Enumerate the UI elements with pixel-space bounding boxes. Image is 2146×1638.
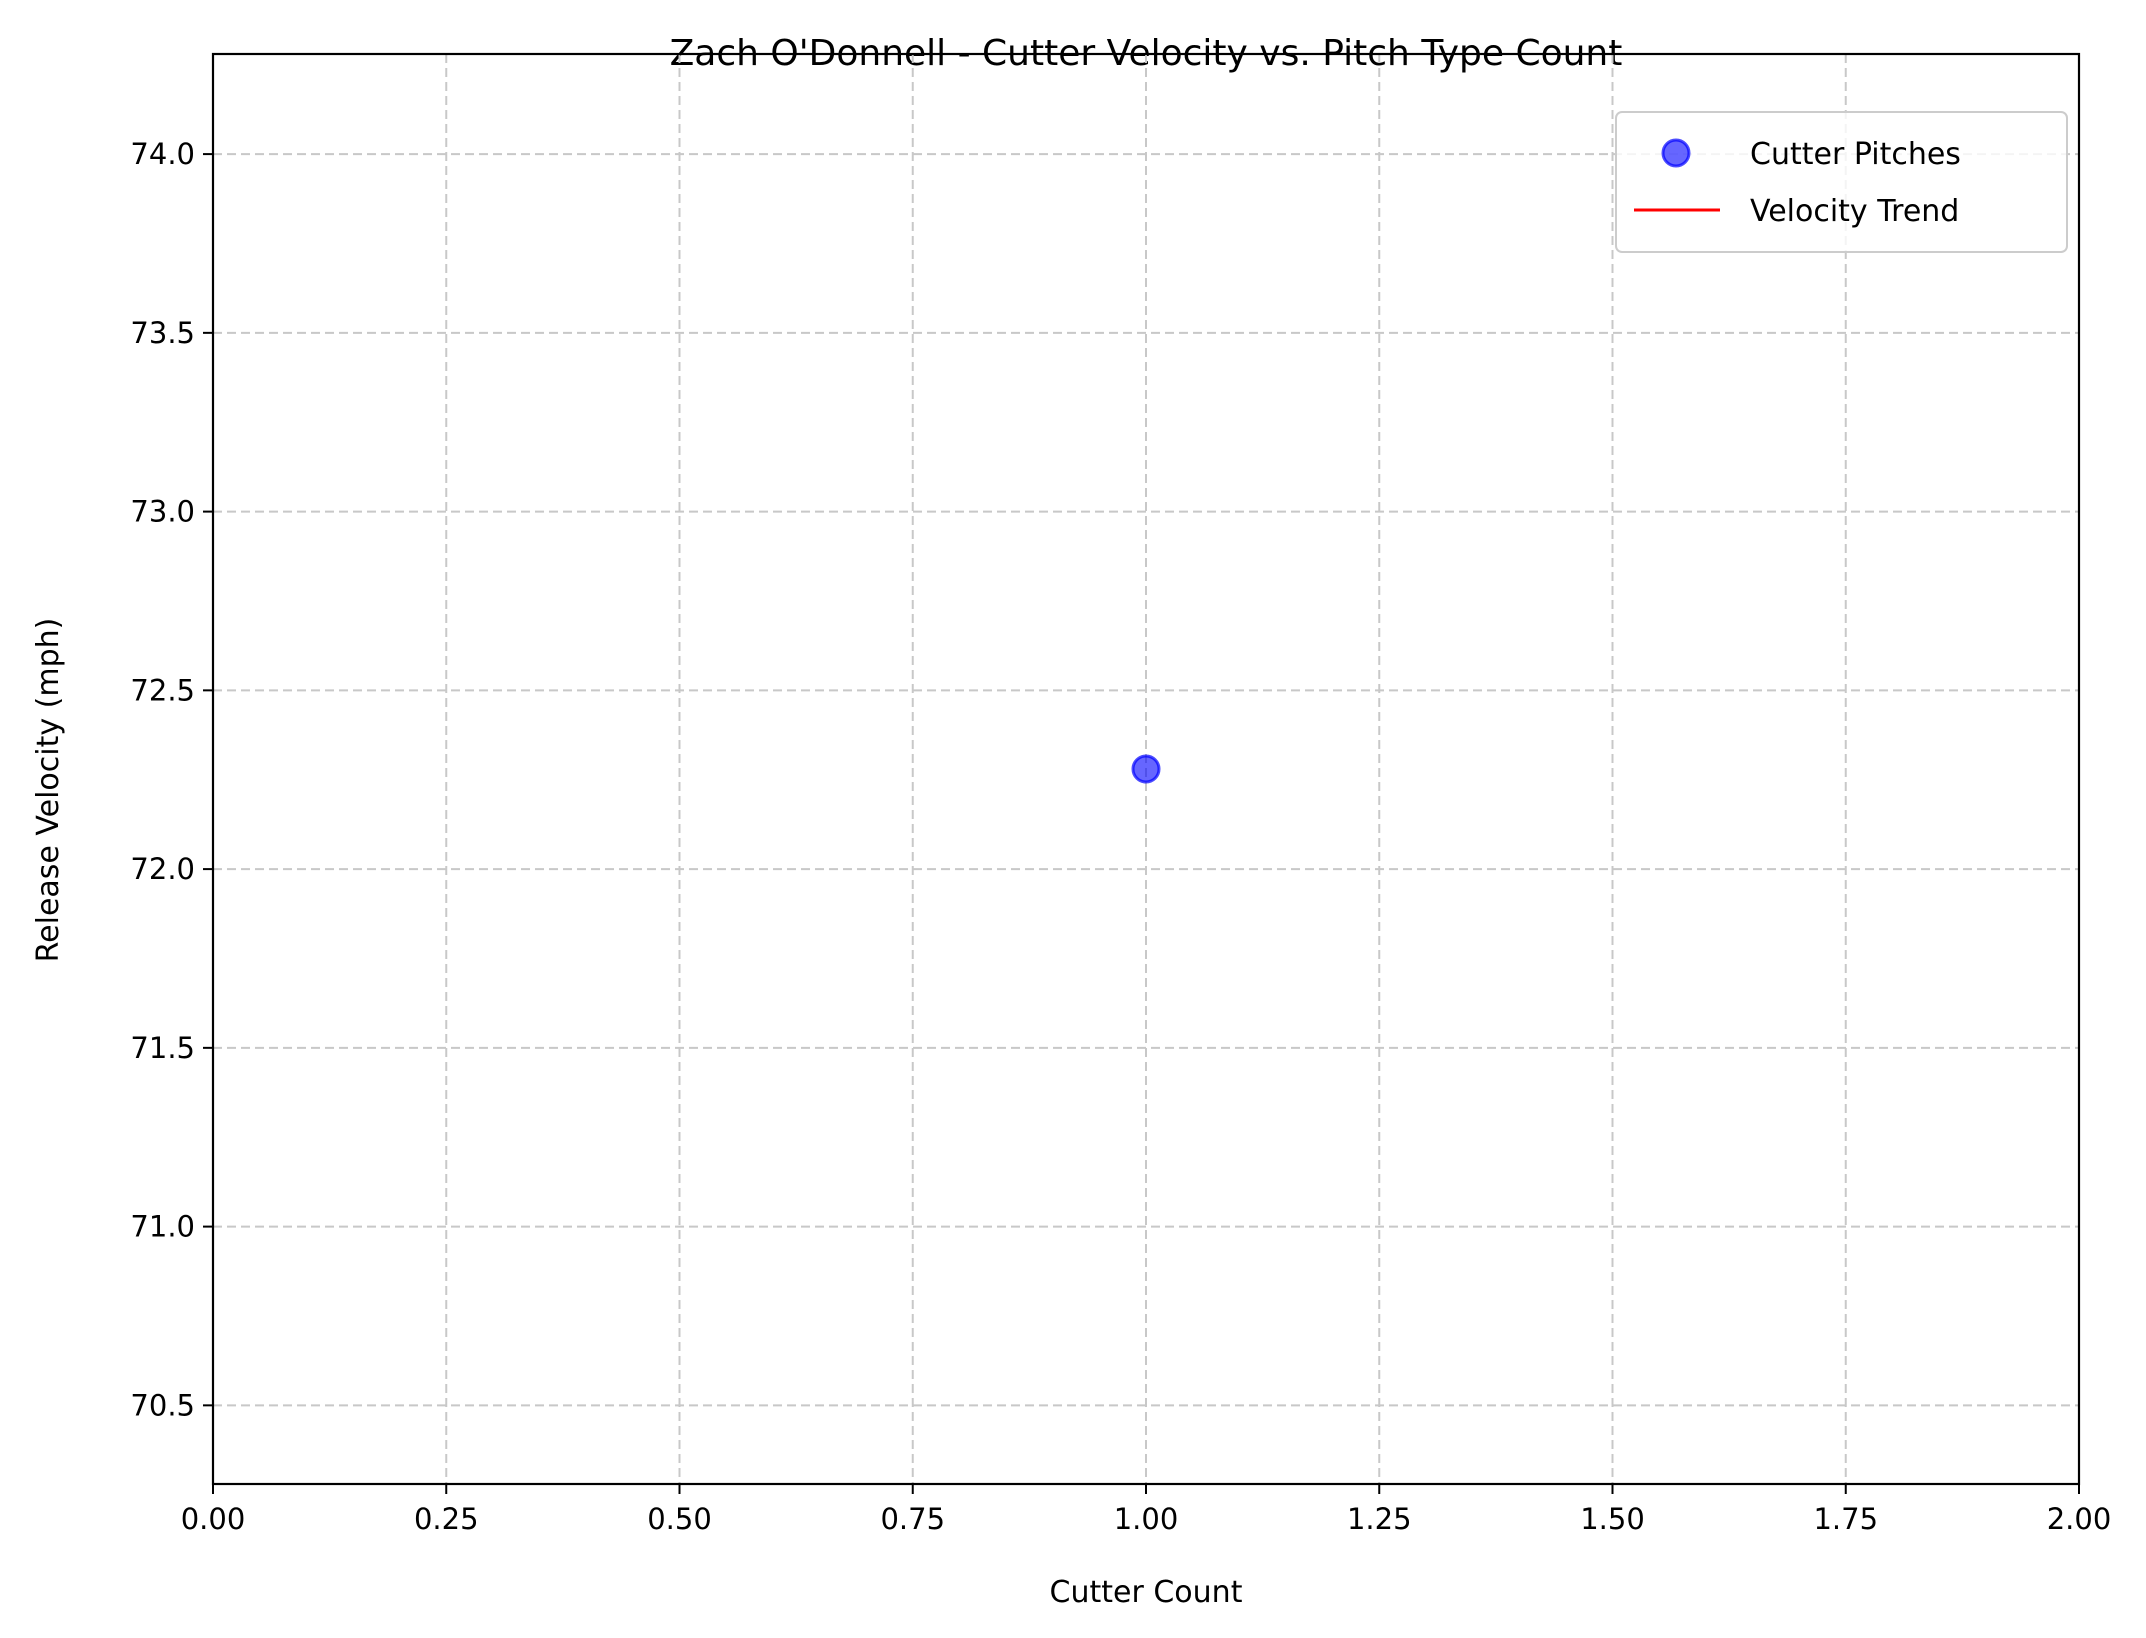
x-tick-label: 1.00 <box>1114 1502 1179 1536</box>
x-axis-label: Cutter Count <box>1050 1575 1243 1610</box>
y-axis-label: Release Velocity (mph) <box>31 618 66 963</box>
x-tick-label: 1.25 <box>1347 1502 1412 1536</box>
legend-label: Velocity Trend <box>1750 194 1959 229</box>
y-tick-label: 72.0 <box>130 852 195 886</box>
y-tick-label: 73.0 <box>130 495 195 529</box>
y-tick-label: 73.5 <box>130 316 195 350</box>
y-tick-label: 70.5 <box>130 1388 195 1422</box>
y-tick-label: 72.5 <box>130 673 195 707</box>
axis-ticks: 0.00 0.25 0.50 0.75 1.00 1.25 1.50 1.75 2.00 70.5… <box>130 137 2111 1536</box>
x-tick-label: 2.00 <box>2047 1502 2112 1536</box>
y-tick-label: 71.0 <box>130 1210 195 1244</box>
legend-box <box>1615 111 2068 253</box>
scatter-point <box>1131 754 1161 784</box>
x-tick-label: 0.00 <box>181 1502 246 1536</box>
series <box>1131 754 1161 784</box>
y-tick-label: 71.5 <box>130 1031 195 1065</box>
x-tick-label: 0.25 <box>414 1502 479 1536</box>
x-tick-label: 0.50 <box>647 1502 712 1536</box>
y-tick-label: 74.0 <box>130 137 195 171</box>
legend: Cutter Pitches Velocity Trend <box>1615 111 2068 253</box>
x-tick-label: 1.50 <box>1580 1502 1645 1536</box>
plot-frame <box>211 52 2081 1486</box>
x-tick-label: 0.75 <box>880 1502 945 1536</box>
legend-label: Cutter Pitches <box>1750 137 1961 172</box>
x-tick-label: 1.75 <box>1813 1502 1878 1536</box>
legend-marker-scatter <box>1661 138 1691 168</box>
